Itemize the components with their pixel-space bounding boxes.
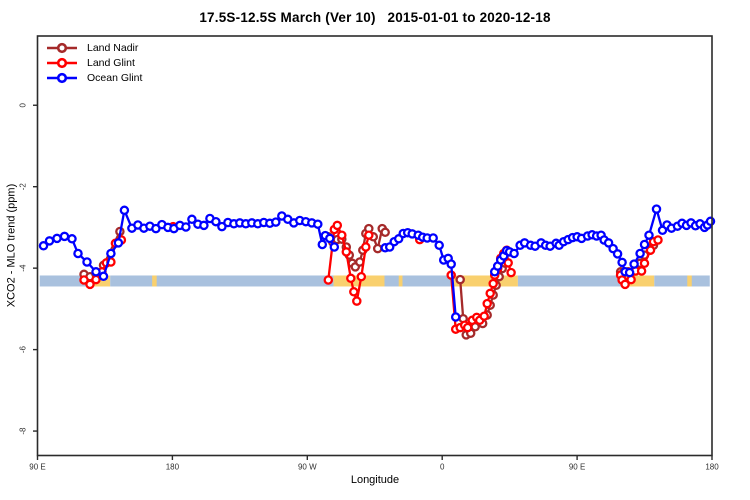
svg-text:90 E: 90 E	[29, 463, 45, 472]
svg-text:-8: -8	[19, 427, 28, 435]
svg-text:180: 180	[705, 463, 719, 472]
legend-label-land-glint: Land Glint	[87, 57, 135, 69]
svg-text:-4: -4	[19, 264, 28, 272]
legend-item-land-glint: Land Glint	[45, 56, 142, 70]
svg-text:-2: -2	[19, 183, 28, 191]
svg-text:90 E: 90 E	[569, 463, 585, 472]
svg-text:0: 0	[19, 102, 28, 107]
y-axis-label: XCO2 - MLO trend (ppm)	[5, 183, 18, 308]
chart-legend: Land Nadir Land Glint Ocean Glint	[45, 41, 142, 85]
svg-text:-6: -6	[19, 346, 28, 354]
ocean-glint-marker-icon	[47, 72, 77, 84]
legend-label-land-nadir: Land Nadir	[87, 42, 139, 54]
svg-text:0: 0	[440, 463, 445, 472]
legend-item-ocean-glint: Ocean Glint	[45, 71, 142, 85]
land-nadir-marker-icon	[47, 42, 77, 54]
x-axis-label: Longitude	[350, 474, 400, 486]
legend-label-ocean-glint: Ocean Glint	[87, 72, 143, 84]
svg-text:90 W: 90 W	[298, 463, 317, 472]
chart-title: 17.5S-12.5S March (Ver 10) 2015-01-01 to…	[199, 10, 551, 25]
svg-text:180: 180	[166, 463, 180, 472]
legend-item-land-nadir: Land Nadir	[45, 41, 142, 55]
land-glint-marker-icon	[47, 57, 77, 69]
